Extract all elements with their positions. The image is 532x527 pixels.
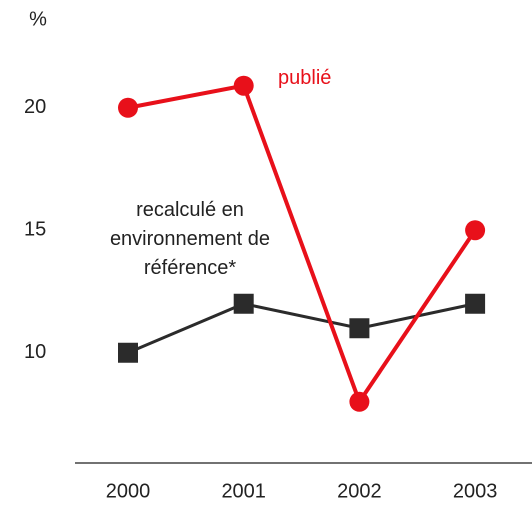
marker: [465, 293, 486, 314]
y-axis-label: %: [29, 8, 47, 30]
marker: [465, 220, 486, 241]
marker: [233, 293, 254, 314]
y-tick-label: 15: [24, 219, 46, 241]
series-line: [127, 302, 476, 355]
series-line: [127, 83, 477, 407]
marker: [118, 97, 138, 118]
x-tick-label: 2001: [221, 480, 266, 502]
marker: [233, 75, 254, 96]
marker: [349, 391, 370, 412]
y-tick-label: 20: [24, 96, 46, 118]
series-label: publié: [278, 67, 332, 89]
x-tick-label: 2000: [106, 480, 151, 502]
marker: [349, 318, 370, 339]
x-tick-label: 2002: [337, 480, 382, 502]
series-label: recalculé en environnement de référence*: [109, 199, 271, 279]
marker: [118, 342, 138, 363]
x-tick-label: 2003: [453, 480, 498, 502]
y-tick-label: 10: [24, 341, 46, 363]
